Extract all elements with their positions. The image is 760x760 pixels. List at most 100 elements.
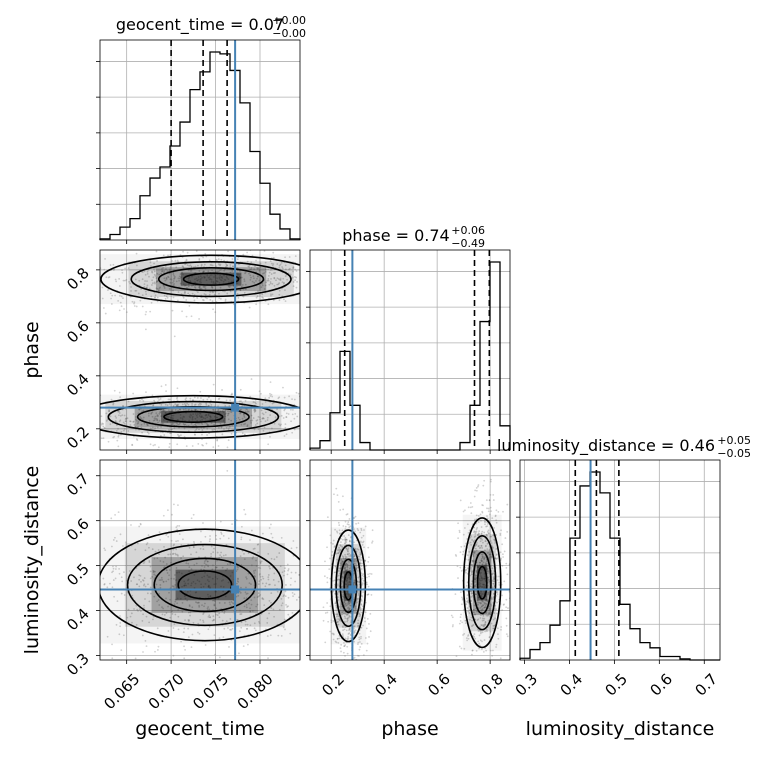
scatter-point [263,250,266,252]
scatter-point [488,590,491,593]
scatter-point [226,563,229,566]
scatter-point [41,424,43,426]
scatter-point [320,289,322,291]
scatter-point [474,518,476,521]
scatter-point [225,399,228,402]
scatter-point [181,417,184,420]
scatter-point [474,637,477,640]
scatter-point [204,558,207,561]
scatter-point [341,577,344,579]
scatter-point [96,539,98,541]
scatter-point [347,612,350,615]
scatter-point [469,536,472,539]
scatter-point [168,446,171,449]
scatter-point [268,599,271,602]
scatter-point [478,647,480,650]
scatter-point [112,570,114,573]
scatter-point [502,556,505,558]
scatter-point [332,590,335,593]
scatter-point [474,544,477,547]
scatter-point [174,574,176,576]
scatter-point [349,604,351,607]
contour-level-1 [467,534,497,631]
scatter-point [118,567,120,570]
scatter-point [227,250,229,253]
scatter-point [121,414,124,416]
scatter-point [347,633,350,635]
scatter-point [460,603,463,606]
scatter-point [302,274,304,276]
scatter-point [220,551,222,554]
scatter-point [256,277,258,280]
scatter-point [283,570,286,573]
scatter-point [122,634,125,637]
scatter-point [131,594,134,597]
scatter-point [480,590,482,592]
scatter-point [204,644,207,646]
scatter-point [66,428,68,430]
scatter-point [180,557,182,560]
scatter-point [368,575,370,578]
scatter-point [209,415,212,418]
scatter-point [154,417,157,420]
scatter-point [127,608,130,611]
scatter-point [347,584,349,586]
scatter-point [219,423,222,425]
scatter-point [191,417,194,419]
scatter-point [332,620,335,622]
scatter-point [492,593,495,595]
scatter-point [204,252,207,255]
scatter-point [202,613,205,615]
scatter-point [169,269,171,272]
scatter-point [477,565,480,568]
scatter-point [70,300,72,302]
scatter-point [267,552,270,555]
scatter-point [482,604,484,607]
scatter-point [181,419,184,421]
scatter-point [162,409,165,412]
scatter-point [171,613,174,615]
scatter-point [104,258,106,260]
scatter-point [139,574,142,577]
scatter-point [354,515,357,518]
scatter-point [217,270,220,273]
scatter-point [338,532,341,535]
scatter-point [209,616,211,619]
scatter-point [495,591,498,594]
scatter-point [480,532,483,535]
scatter-point [103,268,106,271]
scatter-point [328,276,330,278]
scatter-point [349,554,352,556]
scatter-point [357,548,360,551]
scatter-point [123,422,126,425]
scatter-point [201,604,203,607]
scatter-point [170,561,172,564]
scatter-point [474,580,477,583]
scatter-point [110,517,113,520]
scatter-point [349,577,352,580]
scatter-point [215,559,218,562]
scatter-point [335,606,338,609]
scatter-point [478,530,481,533]
scatter-point [342,596,345,599]
scatter-point [241,417,244,420]
scatter-point [474,530,477,533]
scatter-point [204,293,207,296]
scatter-point [455,555,458,557]
scatter-point [173,543,175,546]
scatter-point [121,580,124,583]
scatter-point [336,530,338,533]
scatter-point [168,411,171,414]
scatter-point [290,577,292,580]
scatter-point [225,569,227,572]
scatter-point [251,244,253,246]
scatter-point [198,286,200,289]
scatter-point [265,582,268,585]
scatter-point [245,606,248,609]
scatter-point [214,566,217,569]
scatter-point [184,284,187,287]
scatter-point [457,681,459,683]
scatter-point [237,263,240,266]
scatter-point [301,640,303,642]
scatter-point [472,565,474,568]
